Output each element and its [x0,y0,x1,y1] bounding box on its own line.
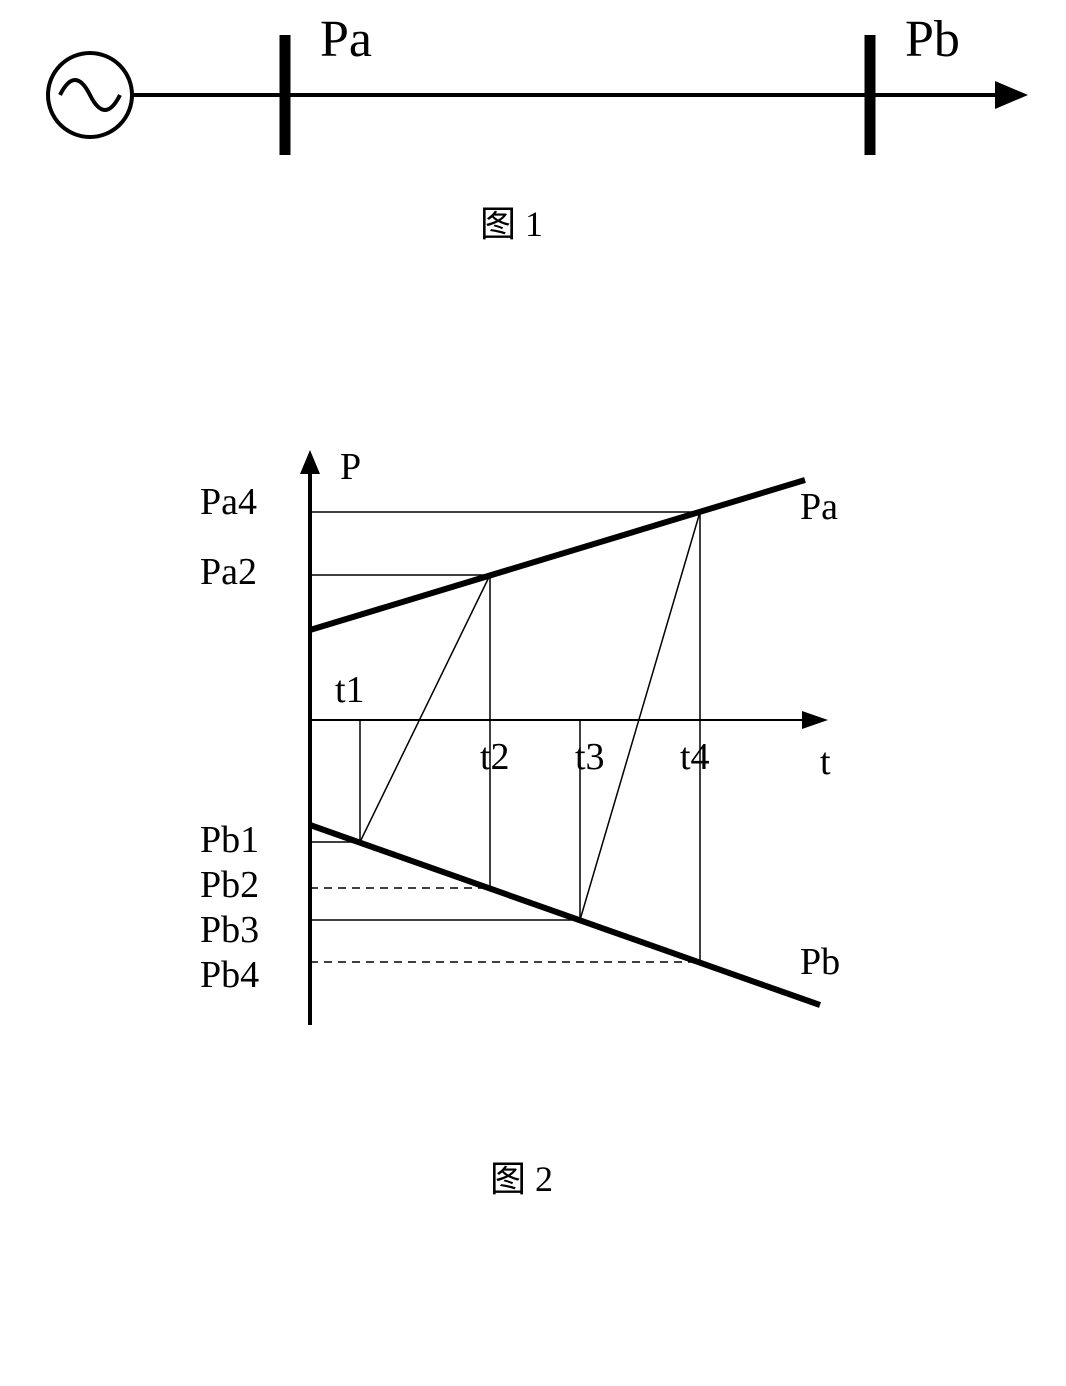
figure-1: Pa Pb [40,15,1030,185]
pa-line [310,480,805,630]
pa-line-label: Pa [800,485,838,529]
pb-line [310,825,820,1005]
t-label-t2: t2 [480,735,510,779]
arrow-head-icon [995,81,1028,109]
diag-t3-t4 [580,512,700,920]
figure-2: P t Pa Pb Pa4 Pa2 Pb1 Pb2 Pb3 Pb4 t1 t2 … [180,450,930,1090]
y-label-pb1: Pb1 [200,818,259,862]
t-label-t3: t3 [575,735,605,779]
bus-a-label: Pa [320,10,372,69]
bus-b-label: Pb [905,10,960,69]
figure-1-svg [40,15,1030,185]
figure-1-caption: 图 1 [480,195,543,247]
y-axis-arrow-icon [300,450,320,474]
y-label-pa2: Pa2 [200,550,257,594]
y-axis-label: P [340,445,361,489]
diag-t1-t2 [360,575,490,842]
sine-wave-icon [60,80,120,110]
pb-line-label: Pb [800,940,840,984]
y-label-pb4: Pb4 [200,953,259,997]
x-axis-label: t [820,740,831,784]
y-label-pb3: Pb3 [200,908,259,952]
t-label-t4: t4 [680,735,710,779]
y-label-pb2: Pb2 [200,863,259,907]
x-axis-arrow-icon [802,711,828,729]
figure-2-caption: 图 2 [490,1150,553,1202]
y-label-pa4: Pa4 [200,480,257,524]
t-label-t1: t1 [335,668,365,712]
